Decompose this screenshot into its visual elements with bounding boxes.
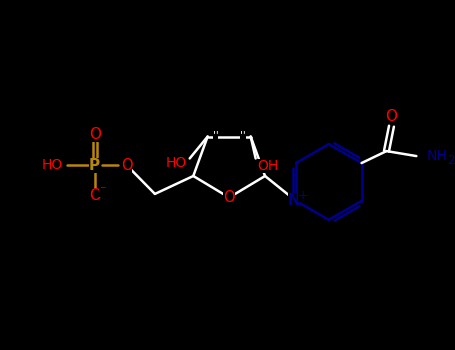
Text: 2: 2 xyxy=(447,154,455,167)
Text: O: O xyxy=(121,158,132,173)
Text: OH: OH xyxy=(257,160,278,174)
Text: HO: HO xyxy=(165,156,187,170)
Text: N: N xyxy=(288,194,300,208)
Text: '': '' xyxy=(213,131,218,141)
Text: +: + xyxy=(298,189,308,202)
Text: P: P xyxy=(89,158,100,173)
Text: O: O xyxy=(223,190,235,205)
Text: O: O xyxy=(385,109,398,124)
Text: '': '' xyxy=(240,131,246,141)
Text: O: O xyxy=(89,127,101,142)
Text: O: O xyxy=(89,188,101,203)
Text: HO: HO xyxy=(41,158,62,172)
Text: NH: NH xyxy=(426,149,447,163)
Text: ⁻: ⁻ xyxy=(99,184,106,197)
